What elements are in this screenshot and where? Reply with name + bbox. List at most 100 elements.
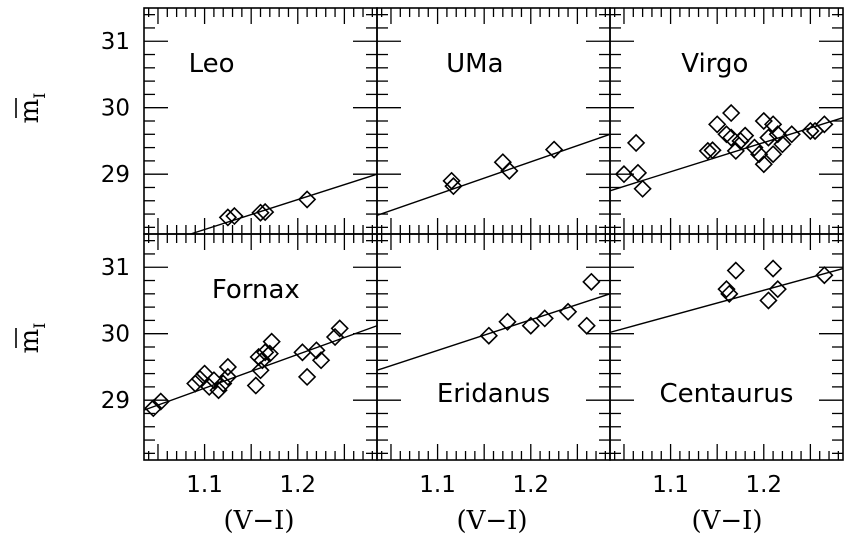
data-point xyxy=(815,115,834,134)
panel-frame xyxy=(609,7,844,235)
panel-frame xyxy=(376,233,611,461)
data-point xyxy=(218,357,238,377)
data-point xyxy=(782,125,801,144)
data-point xyxy=(307,341,326,360)
svg-text:mI: mI xyxy=(15,323,49,354)
y-tick-label: 29 xyxy=(101,388,130,414)
data-point xyxy=(521,316,540,335)
data-point xyxy=(262,332,281,351)
panel-frame xyxy=(376,7,611,235)
data-point xyxy=(628,163,648,182)
data-point xyxy=(195,364,214,383)
data-point xyxy=(558,302,578,321)
panel-title-backing xyxy=(186,48,238,80)
data-point xyxy=(442,171,461,190)
data-point xyxy=(754,155,773,174)
fit-line xyxy=(376,133,611,217)
data-point xyxy=(768,280,787,299)
data-point xyxy=(500,161,519,180)
panel-title: Leo xyxy=(189,49,235,79)
data-point xyxy=(726,261,745,280)
y-tick-label: 30 xyxy=(101,96,130,122)
data-point xyxy=(209,381,228,400)
data-point xyxy=(582,272,601,291)
data-point xyxy=(200,377,219,397)
data-point xyxy=(190,369,210,389)
data-point xyxy=(801,121,820,141)
data-point xyxy=(763,115,783,134)
y-axis-label-bottom: mI xyxy=(15,323,49,354)
data-point xyxy=(768,125,787,144)
panel-frame xyxy=(143,7,378,235)
data-point xyxy=(722,103,741,123)
y-tick-label: 30 xyxy=(101,322,130,348)
data-point xyxy=(759,128,778,147)
panel-eridanus: 1.1 1.2 Eridanus xyxy=(376,233,611,498)
data-point xyxy=(214,374,233,393)
data-point xyxy=(749,145,769,164)
data-point xyxy=(626,133,646,153)
fit-line xyxy=(143,325,378,411)
data-point xyxy=(614,165,634,184)
data-point xyxy=(535,309,554,328)
x-axis-label-right: (V−I) xyxy=(691,506,762,536)
data-point xyxy=(325,327,345,347)
panel-leo: 29 30 31 Leo xyxy=(101,7,378,235)
panel-frame xyxy=(143,233,378,461)
x-tick-label: 1.1 xyxy=(652,472,689,498)
data-point xyxy=(225,206,244,226)
data-point xyxy=(260,344,279,363)
data-point xyxy=(754,111,773,131)
data-point xyxy=(479,326,498,345)
data-point xyxy=(251,361,270,380)
panel-uma: UMa xyxy=(376,7,611,235)
data-point xyxy=(708,115,727,134)
x-tick-label: 1.1 xyxy=(419,472,456,498)
x-axis-label-middle: (V−I) xyxy=(456,506,527,536)
data-point xyxy=(493,153,512,172)
x-tick-label: 1.2 xyxy=(279,472,316,498)
panel-title-backing xyxy=(425,378,562,410)
data-point xyxy=(815,266,834,285)
data-point xyxy=(745,138,764,157)
y-tick-label: 29 xyxy=(101,162,130,188)
x-tick-label: 1.1 xyxy=(186,472,223,498)
data-point xyxy=(204,371,224,390)
panel-title: Fornax xyxy=(212,275,300,305)
data-point xyxy=(698,141,717,161)
data-point xyxy=(722,128,741,147)
data-point xyxy=(736,126,755,145)
data-point xyxy=(144,399,163,418)
data-point xyxy=(297,367,317,387)
fit-line xyxy=(609,117,844,192)
panel-title: UMa xyxy=(446,49,503,79)
x-tick-label: 1.2 xyxy=(745,472,782,498)
data-point xyxy=(186,374,205,393)
data-point xyxy=(717,280,736,299)
data-point xyxy=(633,179,652,198)
data-point xyxy=(703,141,722,160)
svg-text:mI: mI xyxy=(15,93,49,124)
data-point xyxy=(293,343,312,362)
panel-centaurus: 1.1 1.2 Centaurus xyxy=(609,233,844,498)
data-point xyxy=(256,343,275,362)
data-point xyxy=(763,259,783,278)
y-tick-label: 31 xyxy=(101,29,130,55)
data-point xyxy=(720,284,739,303)
x-tick-label: 1.2 xyxy=(512,472,549,498)
data-point xyxy=(251,203,270,222)
panel-title-backing xyxy=(672,48,758,80)
fit-line xyxy=(609,267,844,334)
data-point xyxy=(544,140,564,159)
panel-title-backing xyxy=(204,274,307,306)
y-axis-label-top: mI xyxy=(15,93,49,124)
data-point xyxy=(256,202,275,222)
data-point xyxy=(218,208,238,227)
panel-title-backing xyxy=(650,378,803,410)
data-point xyxy=(218,367,238,387)
data-point xyxy=(717,125,736,144)
panel-fornax: 29 30 31 1.1 1.2 Fornax xyxy=(101,233,378,498)
data-point xyxy=(731,131,750,151)
